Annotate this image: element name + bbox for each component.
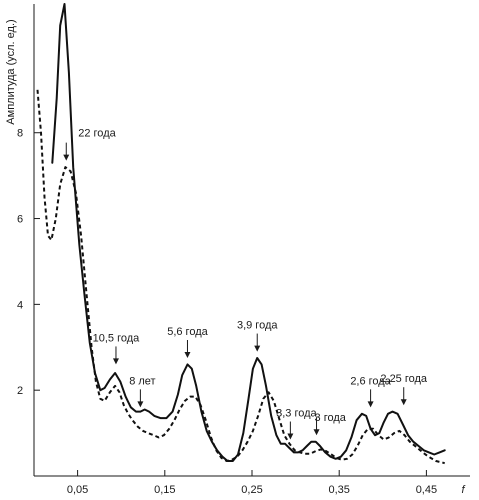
annotation-label: 3,9 года [237, 320, 278, 332]
peak-annotation: 8 лет [129, 375, 156, 408]
x-tick-label: 0,25 [241, 484, 262, 496]
annotation-arrow-head [112, 358, 119, 365]
peak-annotation: 3,9 года [237, 320, 278, 352]
annotation-arrow-head [63, 154, 70, 161]
series-dashed-line [36, 89, 445, 465]
x-ticks: 0,05 0,15 0,25 0,35 0,45 [67, 470, 437, 496]
peak-annotation: 5,6 года [167, 326, 209, 358]
annotation-arrow-head [184, 352, 191, 358]
y-tick-label: 6 [17, 214, 23, 226]
axes [33, 4, 470, 477]
y-tick-label: 8 [17, 128, 23, 140]
peak-annotation: 2,6 года [350, 375, 392, 408]
annotations: 22 года 10,5 года 8 лет 5,6 года 3,9 года 3,3… [63, 128, 428, 440]
peak-annotation: 3,3 года [276, 408, 318, 440]
annotation-arrow-head [313, 429, 320, 436]
annotation-label: 5,6 года [167, 326, 208, 338]
x-tick-label: 0,45 [416, 484, 437, 496]
annotation-label: 3 года [315, 412, 347, 424]
y-tick-label: 4 [17, 299, 23, 311]
annotation-arrow-head [367, 401, 374, 408]
x-tick-label: 0,05 [67, 484, 88, 496]
annotation-label: 8 лет [129, 375, 155, 387]
annotation-arrow-head [287, 433, 294, 440]
peak-annotation: 3 года [313, 412, 347, 436]
annotation-arrow-head [254, 345, 261, 352]
series-layer [36, 3, 446, 465]
peak-annotation: 10,5 года [93, 332, 141, 365]
x-tick-label: 0,15 [154, 484, 175, 496]
annotation-label: 3,3 года [276, 408, 317, 420]
annotation-label: 10,5 года [93, 332, 141, 344]
annotation-arrow-head [400, 399, 407, 406]
x-axis-label: f [461, 484, 465, 496]
y-axis-label: Амплитуда (усл. ед.) [5, 19, 17, 124]
annotation-label: 2,25 года [380, 373, 428, 385]
annotation-arrow-head [137, 401, 144, 408]
y-tick-label: 2 [17, 385, 23, 397]
series-solid-line [51, 3, 446, 462]
annotation-label: 2,6 года [350, 375, 391, 387]
x-tick-label: 0,35 [328, 484, 349, 496]
annotation-label: 22 года [78, 128, 116, 140]
peak-annotation: 22 года [63, 128, 117, 161]
peak-annotation: 2,25 года [380, 373, 428, 406]
y-ticks: 2 4 6 8 [17, 128, 40, 397]
